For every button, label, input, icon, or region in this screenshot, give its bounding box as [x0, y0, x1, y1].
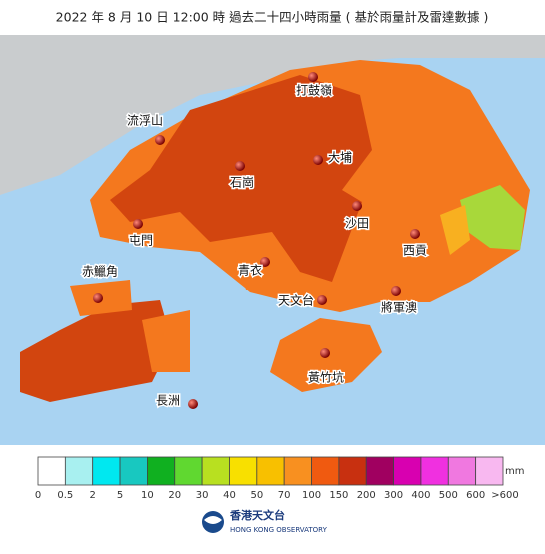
- station-label: 沙田: [345, 217, 369, 231]
- legend-tick: 20: [168, 490, 181, 501]
- logo-name-en: HONG KONG OBSERVATORY: [230, 526, 328, 534]
- legend-swatch: [447, 456, 477, 486]
- station-marker: [260, 257, 270, 267]
- logo-name-zh: 香港天文台: [229, 508, 285, 522]
- legend-swatch: [174, 456, 203, 486]
- mainland: [0, 35, 545, 195]
- title: 2022 年 8 月 10 日 12:00 時 過去二十四小時雨量 ( 基於雨量…: [56, 10, 489, 25]
- station-marker: [188, 399, 198, 409]
- legend-tick: 600: [466, 490, 485, 501]
- legend-swatch: [37, 456, 66, 486]
- station-marker: [352, 201, 362, 211]
- station-marker: [308, 72, 318, 82]
- legend-tick: 100: [302, 490, 321, 501]
- legend-tick: 200: [357, 490, 376, 501]
- station-marker: [155, 135, 165, 145]
- station-label: 西貢: [403, 244, 427, 258]
- header-bg: [0, 0, 545, 35]
- legend-tick: >600: [491, 490, 518, 501]
- legend-unit: mm: [505, 466, 524, 477]
- station-label: 黃竹坑: [308, 370, 344, 385]
- legend-tick: 50: [250, 490, 263, 501]
- station-label: 將軍澳: [381, 300, 417, 315]
- legend: 0 0.5 2 5 10 20 30 40 50 70 100 150 200 300 400 500 600 >…: [35, 456, 519, 501]
- station-label: 屯門: [129, 234, 153, 248]
- legend-swatch: [311, 456, 340, 486]
- legend-tick: 0: [35, 490, 41, 501]
- legend-swatch: [92, 456, 121, 486]
- station-label: 青衣: [238, 263, 262, 278]
- station-marker: [410, 229, 420, 239]
- legend-tick: 40: [223, 490, 236, 501]
- legend-swatch: [201, 456, 230, 486]
- legend-swatch: [393, 456, 422, 486]
- logo-icon-mark: [204, 516, 222, 524]
- rain-area-mid: [440, 205, 470, 255]
- legend-swatch: [420, 456, 449, 486]
- legend-tick: 70: [278, 490, 291, 501]
- station-marker: [93, 293, 103, 303]
- legend-tick: 400: [411, 490, 430, 501]
- station-label: 大埔: [328, 151, 352, 165]
- station-marker: [313, 155, 323, 165]
- legend-tick: 150: [329, 490, 348, 501]
- legend-swatch: [283, 456, 312, 486]
- rain-area-high: [110, 75, 372, 282]
- station-label: 石崗: [230, 176, 254, 190]
- legend-swatch: [147, 456, 176, 486]
- tsing-yi: [235, 245, 276, 290]
- station-label: 流浮山: [127, 114, 163, 128]
- legend-tick: 10: [141, 490, 154, 501]
- legend-swatch: [338, 456, 367, 486]
- station-marker: [317, 295, 327, 305]
- legend-swatch: [64, 456, 94, 486]
- rain-area-low: [460, 185, 525, 250]
- station-label: 天文台: [278, 293, 314, 308]
- station-marker: [320, 348, 330, 358]
- station-marker: [391, 286, 401, 296]
- legend-tick: 2: [90, 490, 96, 501]
- legend-tick: 300: [384, 490, 403, 501]
- station-label: 赤鱲角: [82, 265, 118, 279]
- station-marker: [133, 219, 143, 229]
- legend-tick: 30: [196, 490, 209, 501]
- lantau-east: [142, 310, 190, 372]
- legend-swatch: [256, 456, 285, 486]
- legend-swatch: [229, 456, 258, 486]
- station-label: 長洲: [156, 394, 180, 408]
- legend-tick: 5: [117, 490, 123, 501]
- legend-tick: 500: [439, 490, 458, 501]
- legend-swatch: [475, 456, 504, 486]
- legend-swatch: [119, 456, 148, 486]
- lantau: [20, 300, 172, 402]
- legend-tick: 0.5: [57, 490, 73, 501]
- legend-swatch: [365, 456, 394, 486]
- station-label: 打鼓嶺: [296, 84, 332, 98]
- station-marker: [235, 161, 245, 171]
